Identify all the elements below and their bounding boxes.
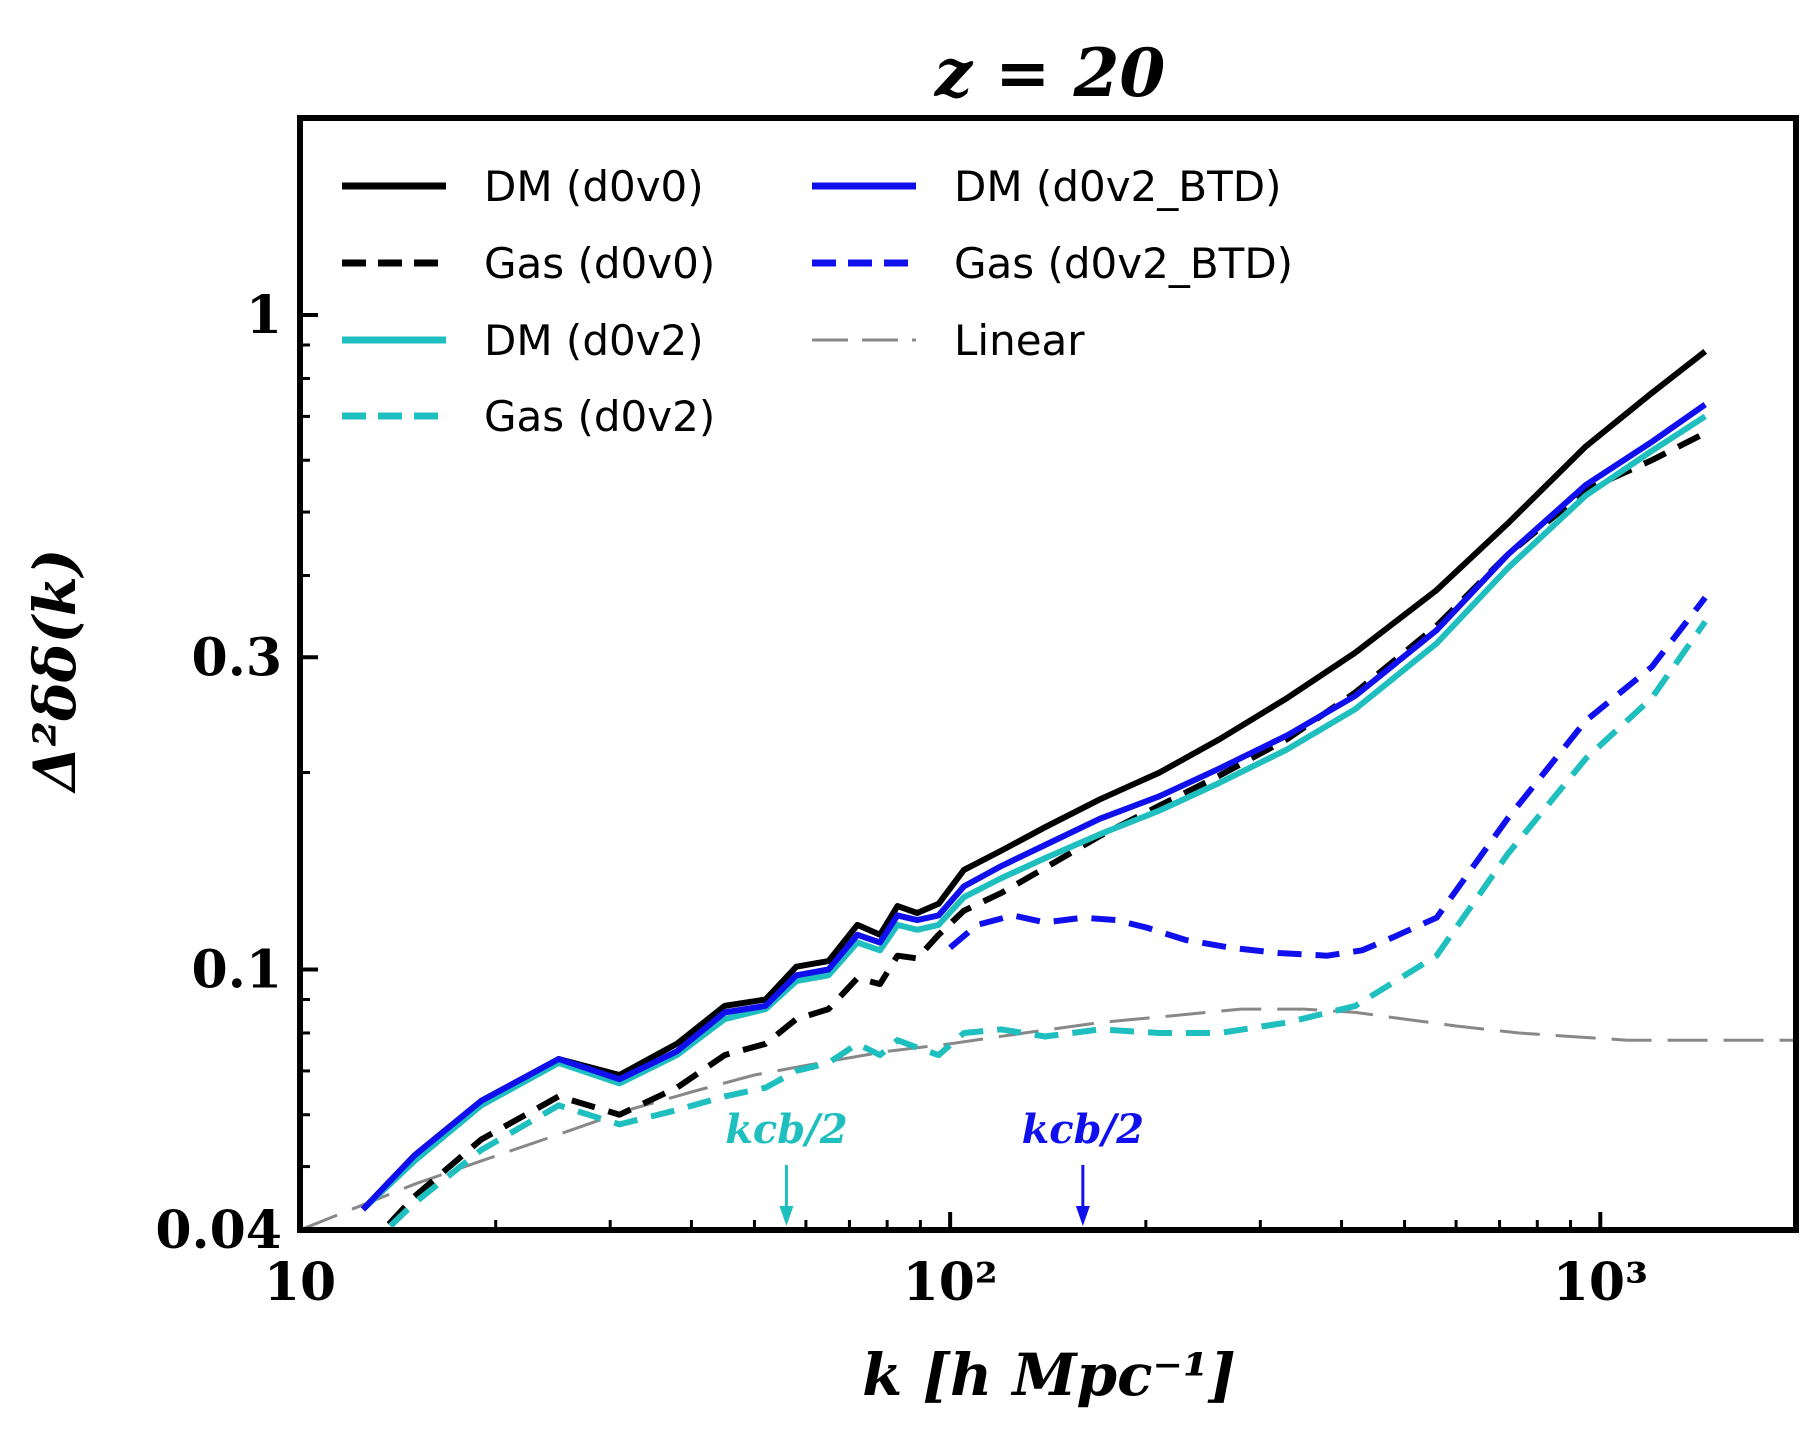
legend-label: DM (d0v0) — [484, 162, 704, 211]
kcb-half-annotation: kcb/2 — [1022, 1106, 1144, 1226]
legend-item-dm-d0v0: DM (d0v0) — [342, 162, 704, 211]
legend-label: Gas (d0v0) — [484, 239, 715, 288]
series-line-dm-d0v2-btd — [360, 402, 1707, 1212]
series-line-gas-d0v2-btd — [948, 595, 1708, 959]
annotation-label: kcb/2 — [725, 1106, 847, 1153]
axis-layer: 0.04 0.1 0.3 1 10 10² 10³ — [155, 116, 1798, 1313]
annotation-layer: kcb/2 kcb/2 — [725, 1106, 1144, 1226]
series-layer — [300, 349, 1796, 1230]
x-axis-label: k [h Mpc⁻¹] — [862, 1341, 1236, 1409]
plot-frame — [297, 115, 1799, 1233]
annotation-arrow-head — [1075, 1206, 1090, 1226]
legend-label: DM (d0v2_BTD) — [954, 162, 1281, 211]
legend-label: Linear — [954, 316, 1085, 365]
y-tick-label: 0.3 — [192, 627, 282, 688]
series-line-dm-d0v0 — [360, 349, 1708, 1212]
y-tick-label: 1 — [246, 285, 282, 346]
legend-item-gas-d0v0: Gas (d0v0) — [342, 239, 715, 288]
x-tick-label: 10 — [264, 1252, 336, 1313]
x-tick-label: 10² — [903, 1252, 998, 1313]
kcb-half-annotation: kcb/2 — [725, 1106, 848, 1226]
annotation-arrow-head — [779, 1206, 794, 1226]
y-tick-label: 0.1 — [192, 940, 282, 1001]
series-line-dm-d0v2 — [360, 413, 1707, 1212]
chart-title: z = 20 — [934, 34, 1166, 112]
series-line-linear — [300, 1007, 1796, 1230]
legend: DM (d0v0) Gas (d0v0) DM (d0v2) Gas (d0v2) DM… — [342, 162, 1293, 441]
y-tick-label: 0.04 — [155, 1200, 282, 1261]
series-line-gas-d0v2 — [381, 619, 1708, 1230]
legend-label: Gas (d0v2_BTD) — [954, 239, 1293, 288]
legend-label: DM (d0v2) — [484, 316, 704, 365]
legend-item-dm-d0v2: DM (d0v2) — [342, 316, 704, 365]
legend-item-linear: Linear — [812, 316, 1085, 365]
legend-item-gas-d0v2: Gas (d0v2) — [342, 392, 715, 441]
x-tick-label: 10³ — [1553, 1252, 1648, 1313]
legend-item-dm-d0v2-btd: DM (d0v2_BTD) — [812, 162, 1281, 211]
annotation-label: kcb/2 — [1022, 1106, 1144, 1153]
legend-label: Gas (d0v2) — [484, 392, 715, 441]
legend-item-gas-d0v2-btd: Gas (d0v2_BTD) — [812, 239, 1293, 288]
y-axis-label: Δ²δδ(k) — [21, 549, 89, 795]
